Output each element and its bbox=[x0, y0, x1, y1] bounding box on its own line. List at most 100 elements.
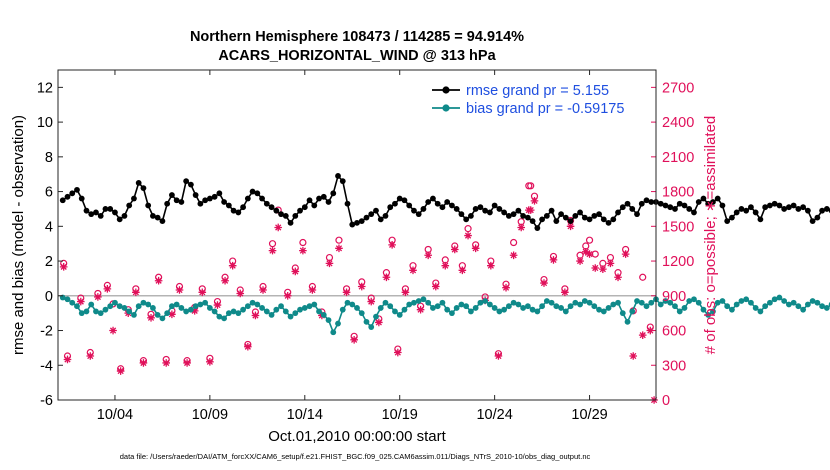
rmse-point bbox=[662, 202, 669, 209]
rmse-point bbox=[800, 204, 807, 211]
rmse-point bbox=[795, 206, 802, 212]
rmse-point bbox=[672, 206, 678, 212]
obs-assimilated-point bbox=[291, 267, 300, 276]
bias-point bbox=[695, 299, 702, 306]
bias-point bbox=[496, 308, 503, 315]
rmse-point bbox=[624, 200, 631, 207]
rmse-point bbox=[401, 197, 408, 204]
bias-point bbox=[501, 306, 508, 313]
bias-point bbox=[140, 299, 147, 306]
rmse-point bbox=[501, 209, 508, 216]
x-axis-label: Oct.01,2010 00:00:00 start bbox=[268, 428, 446, 445]
obs-assimilated-point bbox=[221, 276, 229, 285]
obs-assimilated-point bbox=[388, 241, 396, 249]
bias-point bbox=[225, 310, 232, 317]
bias-point bbox=[738, 298, 745, 304]
rmse-point bbox=[178, 199, 185, 205]
obs-assimilated-point bbox=[139, 359, 148, 367]
rmse-point bbox=[510, 211, 517, 218]
obs-assimilated-point bbox=[638, 331, 647, 339]
rmse-point bbox=[373, 207, 379, 214]
rmse-point bbox=[249, 188, 256, 195]
obs-assimilated-point bbox=[132, 288, 140, 297]
obs-assimilated-point bbox=[154, 276, 163, 285]
bias-point bbox=[624, 318, 631, 325]
y-tick-label-right: 1200 bbox=[662, 254, 694, 270]
rmse-point bbox=[600, 216, 607, 223]
bias-point bbox=[463, 303, 470, 310]
bias-point bbox=[320, 311, 327, 318]
bias-point bbox=[648, 299, 655, 306]
rmse-point bbox=[278, 211, 284, 218]
rmse-point bbox=[88, 211, 95, 218]
rmse-point bbox=[126, 202, 133, 209]
bias-point bbox=[387, 303, 394, 310]
bias-point bbox=[434, 303, 441, 310]
rmse-point bbox=[140, 185, 147, 192]
rmse-point bbox=[486, 209, 493, 216]
bias-point bbox=[662, 298, 669, 304]
bias-point bbox=[268, 311, 275, 318]
rmse-point bbox=[505, 212, 512, 219]
obs-assimilated-point bbox=[629, 352, 638, 360]
obs-assimilated-point bbox=[614, 273, 622, 282]
rmse-point bbox=[581, 214, 588, 221]
rmse-point bbox=[382, 212, 389, 219]
bias-point bbox=[121, 305, 128, 311]
bias-point bbox=[311, 301, 318, 308]
legend-bias-label: bias grand pr = -0.59175 bbox=[466, 101, 624, 117]
bias-point bbox=[254, 301, 261, 308]
bias-point bbox=[638, 299, 645, 306]
bias-point bbox=[392, 308, 398, 315]
bias-point bbox=[615, 299, 621, 306]
bias-point bbox=[306, 303, 313, 310]
rmse-point bbox=[804, 207, 811, 214]
bias-point bbox=[107, 303, 114, 310]
bias-point bbox=[83, 308, 90, 315]
y-tick-label-right: 2400 bbox=[662, 115, 694, 131]
rmse-point bbox=[254, 190, 261, 197]
y-tick-label-left: 10 bbox=[37, 115, 53, 131]
bias-point bbox=[192, 303, 199, 310]
bias-point bbox=[335, 320, 341, 327]
bias-point bbox=[681, 305, 688, 311]
obs-assimilated-point bbox=[530, 197, 539, 205]
rmse-point bbox=[629, 206, 636, 212]
y-tick-label-right: 2100 bbox=[662, 150, 694, 166]
obs-assimilated-point bbox=[424, 251, 432, 260]
bias-point bbox=[230, 308, 237, 315]
rmse-point bbox=[268, 204, 275, 211]
legend-rmse-marker bbox=[442, 86, 450, 94]
data-file-footer: data file: /Users/raeder/DAI/ATM_forcXX/… bbox=[120, 452, 591, 461]
bias-point bbox=[809, 298, 816, 304]
obs-assimilated-point bbox=[585, 250, 594, 258]
bias-point bbox=[748, 299, 754, 306]
bias-point bbox=[643, 303, 650, 310]
obs-assimilated-point bbox=[576, 257, 584, 265]
obs-possible-point bbox=[464, 225, 472, 233]
rmse-point bbox=[159, 218, 166, 225]
y-axis-label-right: # of obs: o=possible; ∗=assimilated bbox=[702, 116, 719, 355]
obs-assimilated-point bbox=[431, 282, 440, 291]
rmse-point bbox=[539, 216, 545, 223]
y-tick-label-left: 4 bbox=[45, 219, 53, 235]
bias-point bbox=[382, 299, 389, 306]
obs-assimilated-point bbox=[325, 259, 334, 268]
rmse-point bbox=[615, 209, 621, 216]
bias-point bbox=[263, 308, 270, 315]
rmse-point bbox=[235, 209, 242, 216]
obs-assimilated-point bbox=[581, 247, 590, 256]
bias-point bbox=[548, 299, 555, 306]
bias-point bbox=[676, 308, 683, 315]
bias-point bbox=[368, 324, 375, 330]
rmse-point bbox=[439, 204, 446, 211]
bias-point bbox=[259, 305, 265, 311]
bias-point bbox=[482, 298, 489, 304]
bias-point bbox=[420, 296, 427, 303]
obs-assimilated-point bbox=[228, 261, 237, 270]
bias-point bbox=[743, 296, 750, 303]
bias-point bbox=[183, 308, 190, 315]
bias-point bbox=[700, 306, 707, 313]
rmse-point bbox=[392, 200, 398, 207]
rmse-point bbox=[411, 207, 417, 214]
